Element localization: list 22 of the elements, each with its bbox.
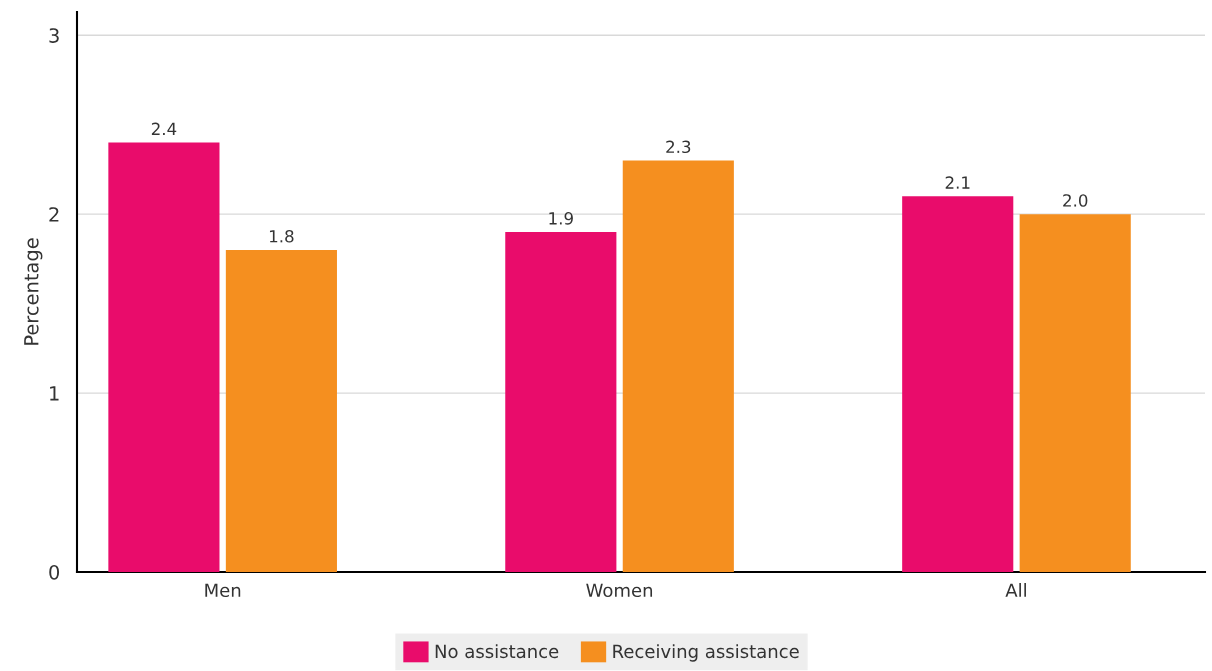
data-label: 2.1 xyxy=(945,176,970,189)
data-label: 1.8 xyxy=(269,229,294,243)
bar xyxy=(1019,214,1131,572)
data-label: 2.0 xyxy=(1063,194,1088,207)
y-axis-title: Percentage xyxy=(24,238,43,345)
bar xyxy=(622,160,734,572)
y-tick-label: 0 xyxy=(49,564,60,580)
bar xyxy=(902,196,1014,572)
x-tick-label: All xyxy=(1005,583,1026,597)
bar xyxy=(225,249,337,572)
y-tick-label: 3 xyxy=(49,28,59,43)
data-label: 2.3 xyxy=(666,140,691,154)
data-label: 1.9 xyxy=(549,212,573,225)
data-label: 2.4 xyxy=(151,122,177,135)
bar xyxy=(505,232,617,572)
legend-label: No assistance xyxy=(435,644,559,659)
y-tick-label: 2 xyxy=(49,207,59,222)
x-tick-label: Women xyxy=(586,583,653,598)
legend-label: Receiving assistance xyxy=(613,644,799,662)
x-tick-label: Men xyxy=(205,583,241,598)
bar xyxy=(108,142,220,572)
y-tick-label: 1 xyxy=(50,386,59,401)
